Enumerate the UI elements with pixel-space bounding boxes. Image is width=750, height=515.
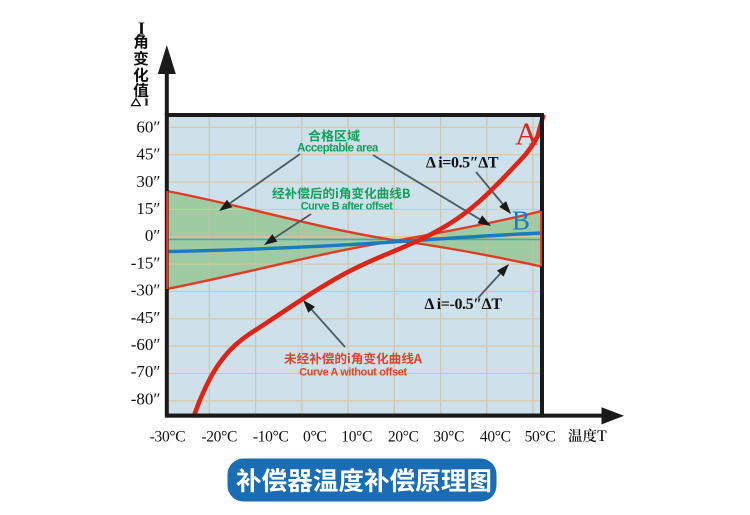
svg-text:Acceptable area: Acceptable area xyxy=(297,142,379,154)
svg-text:-20°C: -20°C xyxy=(201,428,237,445)
svg-text:15″: 15″ xyxy=(136,199,160,218)
svg-text:30°C: 30°C xyxy=(433,428,464,445)
svg-text:30″: 30″ xyxy=(136,172,160,191)
svg-text:-80″: -80″ xyxy=(131,389,161,408)
svg-text:-70″: -70″ xyxy=(131,362,161,381)
svg-text:B: B xyxy=(512,206,530,236)
svg-text:-10°C: -10°C xyxy=(253,428,289,445)
svg-text:45″: 45″ xyxy=(136,145,160,164)
svg-text:-30″: -30″ xyxy=(131,281,161,300)
svg-text:A: A xyxy=(515,116,538,152)
svg-text:50°C: 50°C xyxy=(525,428,556,445)
svg-text:10°C: 10°C xyxy=(341,428,372,445)
svg-text:20°C: 20°C xyxy=(388,428,419,445)
svg-text:40°C: 40°C xyxy=(480,428,511,445)
svg-text:i: i xyxy=(144,94,148,110)
svg-text:I: I xyxy=(138,19,145,39)
svg-text:-45″: -45″ xyxy=(131,308,161,327)
svg-text:Δ i=-0.5″ΔT: Δ i=-0.5″ΔT xyxy=(424,296,502,313)
svg-text:-30°C: -30°C xyxy=(150,428,186,445)
svg-text:60″: 60″ xyxy=(136,117,160,136)
svg-text:-15″: -15″ xyxy=(131,253,161,272)
svg-text:0″: 0″ xyxy=(145,226,161,245)
svg-text:Δ i=0.5″ΔT: Δ i=0.5″ΔT xyxy=(426,154,499,171)
svg-text:0°C: 0°C xyxy=(303,428,326,445)
svg-text:Curve A without offset: Curve A without offset xyxy=(299,366,407,378)
svg-text:-60″: -60″ xyxy=(131,335,161,354)
svg-text:Curve B after offset: Curve B after offset xyxy=(301,201,394,213)
